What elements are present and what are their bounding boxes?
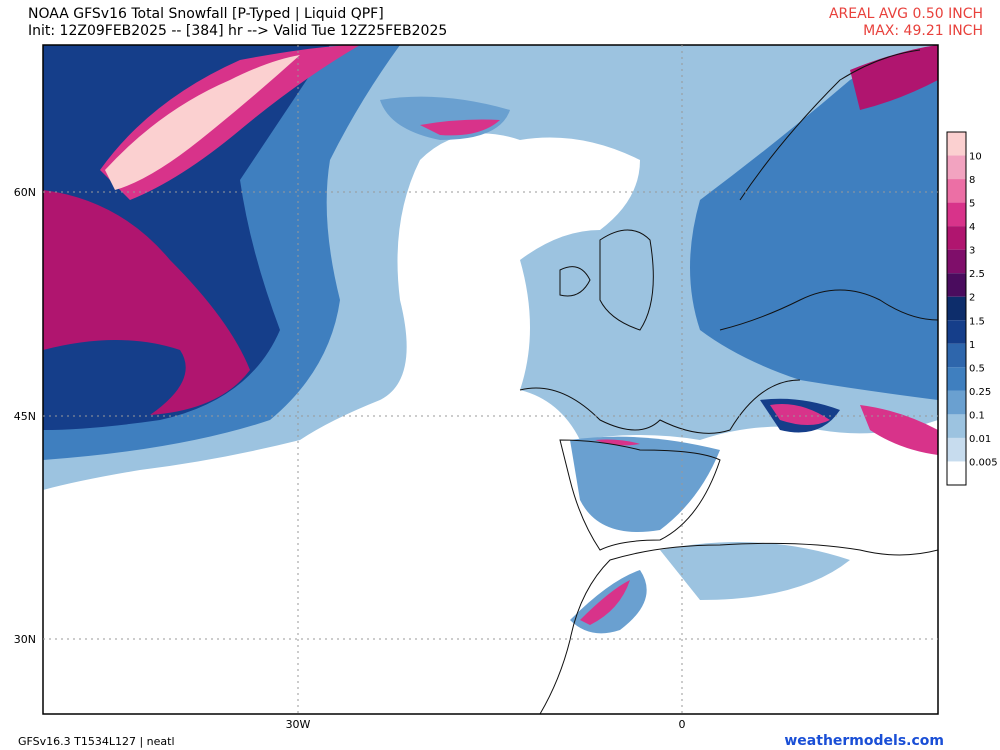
colorbar-bin <box>947 179 966 203</box>
colorbar-bin <box>947 414 966 438</box>
colorbar-label: 0.1 <box>969 410 985 421</box>
colorbar-bin <box>947 202 966 227</box>
colorbar-bin <box>947 461 966 485</box>
colorbar-bin <box>947 296 966 321</box>
colorbar-label: 4 <box>969 222 975 233</box>
colorbar-bin <box>947 343 966 368</box>
colorbar-bin <box>947 320 966 344</box>
map-frame <box>42 44 939 715</box>
longitude-label: 0 <box>679 718 686 731</box>
colorbar-label: 8 <box>969 175 975 186</box>
colorbar-label: 1.5 <box>969 316 985 327</box>
latitude-label: 60N <box>14 186 36 199</box>
colorbar: 10 8 5 4 3 2.5 2 1.5 1 0.5 0.25 0.1 0.01 0.005 <box>946 131 998 486</box>
graticule <box>43 45 938 714</box>
colorbar-label: 3 <box>969 246 975 257</box>
footer-site: weathermodels.com <box>784 733 944 749</box>
colorbar-label: 0.005 <box>969 457 998 468</box>
colorbar-bin <box>947 437 966 462</box>
footer-model: GFSv16.3 T1534L127 | neatl <box>18 735 175 748</box>
maximum: MAX: 49.21 INCH <box>863 23 983 39</box>
graticule-labels: 60N 45N 30N 30W 0 <box>14 186 686 731</box>
coastlines <box>519 49 938 714</box>
colorbar-label: 10 <box>969 152 982 163</box>
latitude-label: 45N <box>14 410 36 423</box>
colorbar-label: 0.25 <box>969 387 991 398</box>
colorbar-bin <box>947 273 966 297</box>
colorbar-bin <box>947 367 966 391</box>
colorbar-bin <box>947 390 966 415</box>
colorbar-bin <box>947 132 966 156</box>
latitude-label: 30N <box>14 633 36 646</box>
title: NOAA GFSv16 Total Snowfall [P-Typed | Li… <box>28 6 384 22</box>
colorbar-bin <box>947 249 966 274</box>
colorbar-label: 1 <box>969 340 975 351</box>
snowfall-field <box>43 45 938 714</box>
colorbar-bin <box>947 226 966 250</box>
colorbar-label: 0.01 <box>969 434 991 445</box>
colorbar-frame <box>946 131 967 486</box>
colorbar-label: 2.5 <box>969 269 985 280</box>
colorbar-label: 0.5 <box>969 363 985 374</box>
colorbar-label: 5 <box>969 199 975 210</box>
colorbar-label: 2 <box>969 293 975 304</box>
areal-average: AREAL AVG 0.50 INCH <box>828 6 983 22</box>
subtitle: Init: 12Z09FEB2025 -- [384] hr --> Valid… <box>28 23 448 39</box>
longitude-label: 30W <box>286 718 311 731</box>
colorbar-bin <box>947 155 966 180</box>
